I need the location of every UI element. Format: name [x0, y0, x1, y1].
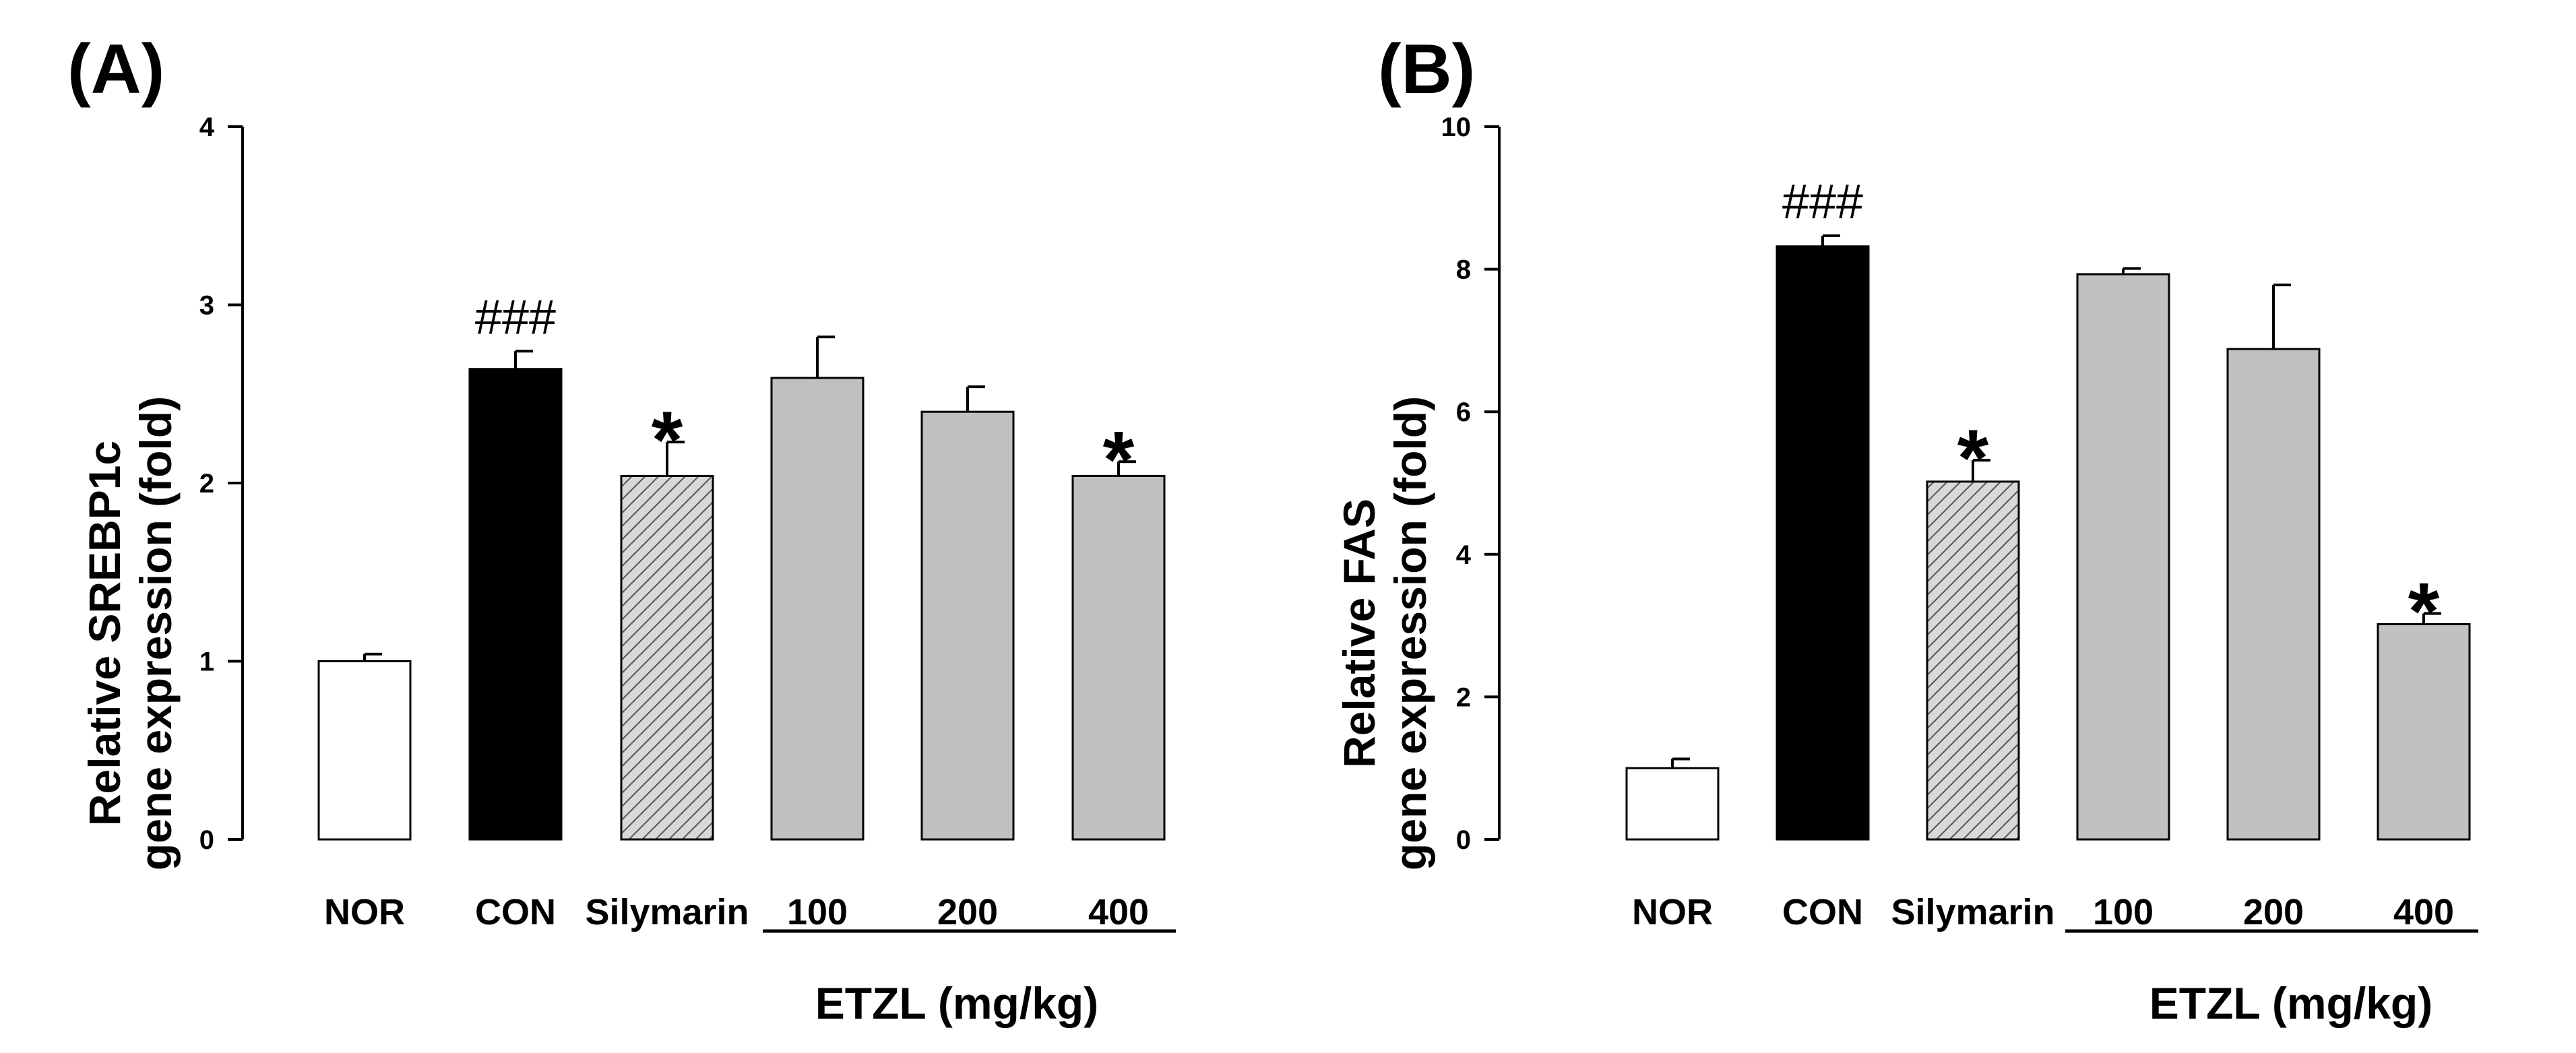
panel-b-category-label: 200 [2243, 892, 2304, 932]
panel-a: (A) Relative SREBP1c gene expression (fo… [67, 30, 1176, 1028]
panel-a-ytick-label: 4 [199, 113, 215, 142]
panel-b-category-label: NOR [1632, 892, 1713, 932]
panel-b-ylabel-line1: Relative FAS [1334, 499, 1384, 768]
panel-a-category-label: 100 [787, 892, 848, 932]
panel-b-plot: 0 2 4 6 8 10 NOR CON ### Silymarin * 100 200 400 * [1441, 113, 2478, 933]
panel-a-significance-mark: * [1103, 414, 1135, 505]
panel-b-ytick-label: 10 [1441, 113, 1472, 142]
panel-b-ytick-label: 6 [1456, 397, 1471, 427]
panel-b-bar [1625, 767, 1720, 841]
panel-a-category-label: CON [475, 892, 556, 932]
panel-b-ylabel: Relative FAS gene expression (fold) [1334, 396, 1435, 870]
panel-b-category-label: CON [1782, 892, 1863, 932]
panel-b-bar [2226, 348, 2321, 841]
panel-a-category-label: NOR [324, 892, 405, 932]
panel-a-letter: (A) [67, 30, 164, 108]
panel-a-category-label: 400 [1088, 892, 1149, 932]
panel-a-ylabel-line2: gene expression (fold) [131, 396, 181, 870]
panel-a-significance-mark: * [652, 395, 683, 485]
panel-b-category-label: Silymarin [1891, 892, 2054, 932]
panel-b-ytick-label: 0 [1456, 825, 1471, 855]
panel-a-ytick-label: 0 [199, 825, 214, 855]
panel-a-category-label: 200 [937, 892, 998, 932]
panel-a-category-label: Silymarin [585, 892, 749, 932]
panel-b-category-label: 400 [2393, 892, 2454, 932]
panel-b-bar [1926, 480, 2020, 841]
panel-a-bar [920, 410, 1015, 841]
panel-b-ytick-label: 4 [1456, 540, 1472, 570]
panel-b-letter: (B) [1378, 30, 1475, 108]
panel-a-ylabel-line1: Relative SREBP1c [80, 441, 129, 826]
panel-a-bar [1071, 474, 1166, 841]
panel-b-category-label: 100 [2093, 892, 2154, 932]
panel-a-ytick-label: 1 [199, 647, 214, 677]
panel-b-ytick-label: 2 [1456, 682, 1471, 712]
panel-b: (B) Relative FAS gene expression (fold) … [1334, 30, 2478, 1028]
panel-a-bar [770, 377, 865, 841]
panel-b-ylabel-line2: gene expression (fold) [1385, 396, 1435, 870]
panel-b-significance-mark: * [1957, 413, 1989, 503]
panel-b-bar [2076, 273, 2170, 841]
panel-a-ylabel: Relative SREBP1c gene expression (fold) [80, 396, 181, 870]
panel-b-group-label: ETZL (mg/kg) [2149, 978, 2432, 1028]
panel-a-plot: 0 1 2 3 4 NOR CON ### Silymarin * 100 200 400 * [199, 113, 1176, 933]
panel-a-group-label: ETZL (mg/kg) [815, 978, 1098, 1028]
panel-b-significance-mark: * [2408, 567, 2440, 657]
panel-a-bar [620, 474, 714, 841]
panel-a-ytick-label: 2 [199, 469, 214, 499]
panel-a-bar [317, 660, 412, 841]
panel-a-significance-mark: ### [475, 290, 556, 344]
panel-b-ytick-label: 8 [1456, 255, 1471, 285]
panel-b-bar [2377, 623, 2471, 841]
panel-a-bar [468, 368, 563, 841]
panel-b-bar [1776, 245, 1870, 841]
panel-a-ytick-label: 3 [199, 291, 214, 321]
panel-b-significance-mark: ### [1782, 175, 1863, 229]
